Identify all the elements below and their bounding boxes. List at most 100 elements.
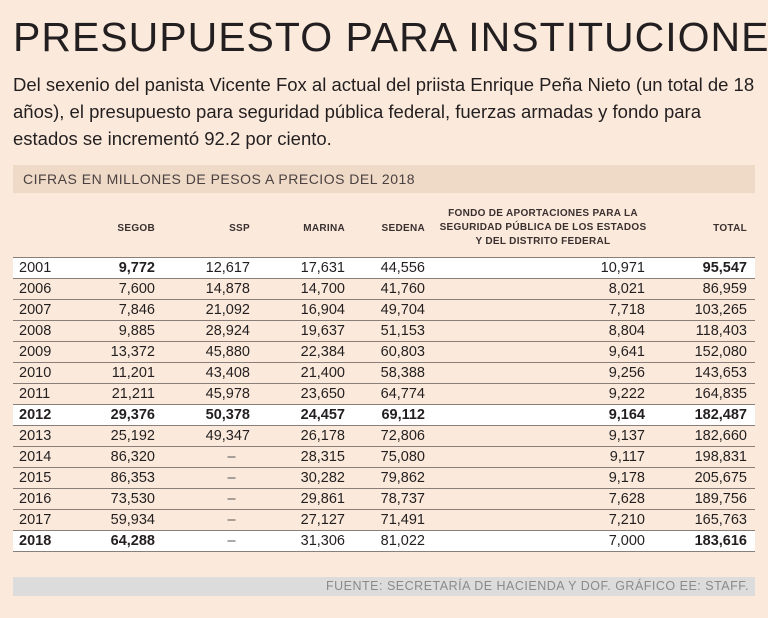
cell-sedena: 79,862: [353, 467, 433, 489]
header-ssp: SSP: [229, 222, 250, 234]
table-row: 2011 21,211 45,978 23,650 64,774 9,222 164,835: [13, 383, 755, 405]
cell-total: 189,756: [653, 488, 755, 510]
cell-year: 2006: [13, 278, 83, 300]
cell-marina: 30,282: [258, 467, 353, 489]
cell-marina: 29,861: [258, 488, 353, 510]
table-row: 2017 59,934–27,127 71,491 7,210 165,763: [13, 509, 755, 531]
subtitle: Del sexenio del panista Vicente Fox al a…: [13, 74, 755, 149]
cell-sedena: 75,080: [353, 446, 433, 468]
page-title: PRESUPUESTO PARA INSTITUCIONES: [13, 14, 768, 60]
cell-segob: 7,600: [83, 278, 163, 300]
cell-year: 2014: [13, 446, 83, 468]
cell-marina: 16,904: [258, 299, 353, 321]
cell-sedena: 44,556: [353, 257, 433, 279]
cell-fondo: 9,222: [433, 383, 653, 405]
cell-fondo: 7,628: [433, 488, 653, 510]
cell-fondo: 9,178: [433, 467, 653, 489]
units-banner: CIFRAS EN MILLONES DE PESOS A PRECIOS DE…: [13, 165, 755, 193]
table-row: 2001 9,772 12,617 17,631 44,556 10,971 95,547: [13, 257, 755, 279]
cell-marina: 19,637: [258, 320, 353, 342]
cell-year: 2009: [13, 341, 83, 363]
table-row: 2009 13,372 45,880 22,384 60,803 9,641 152,080: [13, 341, 755, 363]
cell-sedena: 41,760: [353, 278, 433, 300]
cell-ssp: 21,092: [163, 299, 258, 321]
source-note: FUENTE: SECRETARÍA DE HACIENDA Y DOF. GR…: [13, 577, 755, 596]
table-row: 2018 64,288–31,306 81,022 7,000 183,616: [13, 530, 755, 552]
cell-sedena: 71,491: [353, 509, 433, 531]
budget-table: SEGOB SSP MARINA SEDENA FONDO DE APORTAC…: [13, 199, 755, 552]
table-row: 2010 11,201 43,408 21,400 58,388 9,256 143,653: [13, 362, 755, 384]
cell-marina: 17,631: [258, 257, 353, 279]
cell-total: 182,660: [653, 425, 755, 447]
cell-fondo: 7,210: [433, 509, 653, 531]
cell-fondo: 7,000: [433, 530, 653, 552]
cell-ssp: –: [163, 446, 258, 468]
cell-segob: 9,885: [83, 320, 163, 342]
table-header-row: SEGOB SSP MARINA SEDENA FONDO DE APORTAC…: [13, 199, 755, 258]
cell-marina: 28,315: [258, 446, 353, 468]
cell-year: 2017: [13, 509, 83, 531]
cell-sedena: 78,737: [353, 488, 433, 510]
cell-total: 152,080: [653, 341, 755, 363]
cell-marina: 14,700: [258, 278, 353, 300]
cell-ssp: –: [163, 467, 258, 489]
header-fondo: FONDO DE APORTACIONES PARA LA SEGURIDAD …: [433, 199, 653, 258]
cell-ssp: 14,878: [163, 278, 258, 300]
cell-segob: 59,934: [83, 509, 163, 531]
cell-ssp: –: [163, 488, 258, 510]
cell-sedena: 58,388: [353, 362, 433, 384]
cell-ssp: 28,924: [163, 320, 258, 342]
cell-fondo: 9,137: [433, 425, 653, 447]
cell-sedena: 64,774: [353, 383, 433, 405]
cell-ssp: –: [163, 530, 258, 552]
header-fondo-line-3: Y DEL DISTRITO FEDERAL: [475, 236, 611, 247]
table-row: 2014 86,320–28,315 75,080 9,117 198,831: [13, 446, 755, 468]
cell-fondo: 9,641: [433, 341, 653, 363]
table-row: 2015 86,353–30,282 79,862 9,178 205,675: [13, 467, 755, 489]
cell-year: 2018: [13, 530, 83, 552]
cell-sedena: 69,112: [353, 404, 433, 426]
cell-marina: 24,457: [258, 404, 353, 426]
cell-ssp: 45,978: [163, 383, 258, 405]
cell-segob: 25,192: [83, 425, 163, 447]
cell-year: 2013: [13, 425, 83, 447]
cell-total: 143,653: [653, 362, 755, 384]
cell-total: 118,403: [653, 320, 755, 342]
cell-total: 198,831: [653, 446, 755, 468]
cell-fondo: 8,804: [433, 320, 653, 342]
cell-fondo: 10,971: [433, 257, 653, 279]
header-segob: SEGOB: [117, 222, 155, 234]
cell-ssp: 50,378: [163, 404, 258, 426]
cell-total: 182,487: [653, 404, 755, 426]
header-marina: MARINA: [303, 222, 345, 234]
cell-year: 2008: [13, 320, 83, 342]
header-sedena: SEDENA: [381, 222, 425, 234]
cell-year: 2011: [13, 383, 83, 405]
cell-total: 164,835: [653, 383, 755, 405]
cell-sedena: 81,022: [353, 530, 433, 552]
cell-segob: 11,201: [83, 362, 163, 384]
cell-fondo: 9,256: [433, 362, 653, 384]
cell-marina: 21,400: [258, 362, 353, 384]
cell-marina: 27,127: [258, 509, 353, 531]
table-row: 2007 7,846 21,092 16,904 49,704 7,718 103,265: [13, 299, 755, 321]
cell-sedena: 51,153: [353, 320, 433, 342]
cell-ssp: 12,617: [163, 257, 258, 279]
cell-sedena: 72,806: [353, 425, 433, 447]
cell-sedena: 60,803: [353, 341, 433, 363]
cell-year: 2012: [13, 404, 83, 426]
cell-segob: 9,772: [83, 257, 163, 279]
cell-fondo: 9,117: [433, 446, 653, 468]
table-row: 2006 7,600 14,878 14,700 41,760 8,021 86,959: [13, 278, 755, 300]
cell-fondo: 7,718: [433, 299, 653, 321]
cell-segob: 7,846: [83, 299, 163, 321]
cell-segob: 73,530: [83, 488, 163, 510]
cell-fondo: 9,164: [433, 404, 653, 426]
cell-segob: 21,211: [83, 383, 163, 405]
table-row: 2016 73,530–29,861 78,737 7,628 189,756: [13, 488, 755, 510]
cell-fondo: 8,021: [433, 278, 653, 300]
header-fondo-line-2: SEGURIDAD PÚBLICA DE LOS ESTADOS: [439, 222, 647, 233]
cell-segob: 29,376: [83, 404, 163, 426]
cell-sedena: 49,704: [353, 299, 433, 321]
cell-year: 2007: [13, 299, 83, 321]
